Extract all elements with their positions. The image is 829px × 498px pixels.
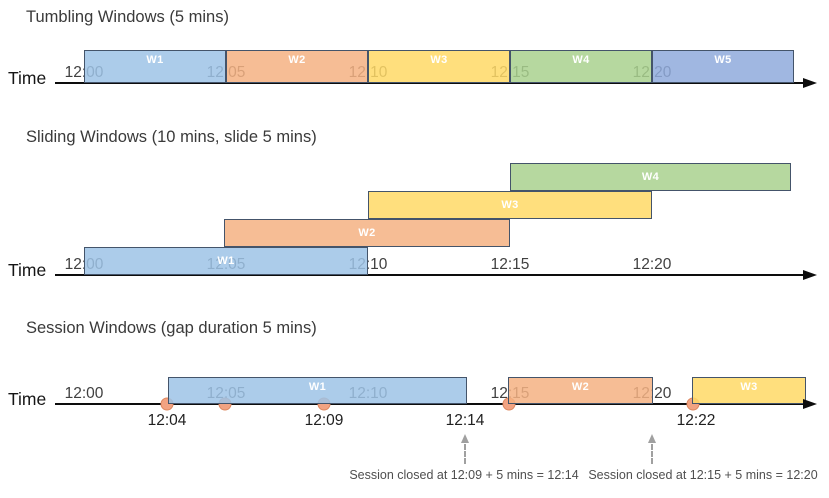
time-axis-line <box>55 82 805 84</box>
window-label: W3 <box>501 199 519 211</box>
annotation-arrow-icon <box>461 434 469 443</box>
axis-tick-label: 12:05 <box>206 385 246 402</box>
window-w4: W4 <box>510 50 652 83</box>
annotation-arrow-stem <box>651 444 653 464</box>
time-axis-arrowhead-icon <box>803 78 817 88</box>
event-dot <box>686 397 700 411</box>
annotation-arrow-icon <box>648 434 656 443</box>
section-title: Tumbling Windows (5 mins) <box>26 8 229 26</box>
window-w5: W5 <box>652 50 794 83</box>
axis-tick-label: 12:10 <box>348 64 388 81</box>
time-axis-label: Time <box>8 389 47 409</box>
event-time-label: 12:14 <box>445 412 485 429</box>
time-axis-line <box>55 274 805 276</box>
axis-tick-label: 12:05 <box>206 64 246 81</box>
window-label: W4 <box>641 171 660 183</box>
event-dot <box>502 397 516 411</box>
axis-tick-label: 12:05 <box>206 256 246 273</box>
event-dot <box>160 397 174 411</box>
window-w1: W1 <box>168 377 467 404</box>
window-w3: W3 <box>692 377 806 404</box>
axis-tick-label: 12:15 <box>490 256 530 273</box>
axis-tick-label: 12:20 <box>632 385 672 402</box>
time-axis-arrowhead-icon <box>803 399 817 409</box>
window-w3: W3 <box>368 191 652 219</box>
event-time-label: 12:09 <box>304 412 344 429</box>
time-axis-line <box>55 403 805 405</box>
annotation-arrow-stem <box>464 444 466 464</box>
window-label: W5 <box>714 54 732 66</box>
window-label: W4 <box>572 54 590 66</box>
window-w1: W1 <box>84 50 226 83</box>
window-w4: W4 <box>510 163 791 191</box>
window-label: W1 <box>308 381 327 393</box>
window-w2: W2 <box>508 377 653 404</box>
window-label: W2 <box>571 381 590 393</box>
window-label: W2 <box>358 227 376 239</box>
event-time-label: 12:04 <box>147 412 187 429</box>
window-label: W1 <box>146 54 164 66</box>
event-time-label: 12:22 <box>676 412 716 429</box>
time-axis-arrowhead-icon <box>803 270 817 280</box>
window-label: W2 <box>288 54 306 66</box>
window-label: W3 <box>740 381 758 393</box>
event-dot <box>218 397 232 411</box>
axis-tick-label: 12:20 <box>632 256 672 273</box>
window-w2: W2 <box>224 219 510 247</box>
axis-tick-label: 12:15 <box>490 64 530 81</box>
axis-tick-label: 12:10 <box>348 385 388 402</box>
time-axis-label: Time <box>8 260 47 280</box>
window-w2: W2 <box>226 50 368 83</box>
time-axis-label: Time <box>8 68 47 88</box>
axis-tick-label: 12:15 <box>490 385 530 402</box>
window-w1: W1 <box>84 247 368 275</box>
window-label: W1 <box>217 255 235 267</box>
section-title: Sliding Windows (10 mins, slide 5 mins) <box>26 128 317 146</box>
axis-tick-label: 12:20 <box>632 64 672 81</box>
window-label: W3 <box>430 54 448 66</box>
session-close-annotation: Session closed at 12:09 + 5 mins = 12:14 <box>349 468 579 482</box>
window-w3: W3 <box>368 50 510 83</box>
section-title: Session Windows (gap duration 5 mins) <box>26 319 317 337</box>
axis-tick-label: 12:10 <box>348 256 388 273</box>
session-close-annotation: Session closed at 12:15 + 5 mins = 12:20 <box>588 468 818 482</box>
event-dot <box>317 397 331 411</box>
axis-tick-label: 12:00 <box>64 385 104 402</box>
axis-tick-label: 12:00 <box>64 64 104 81</box>
axis-tick-label: 12:00 <box>64 256 104 273</box>
